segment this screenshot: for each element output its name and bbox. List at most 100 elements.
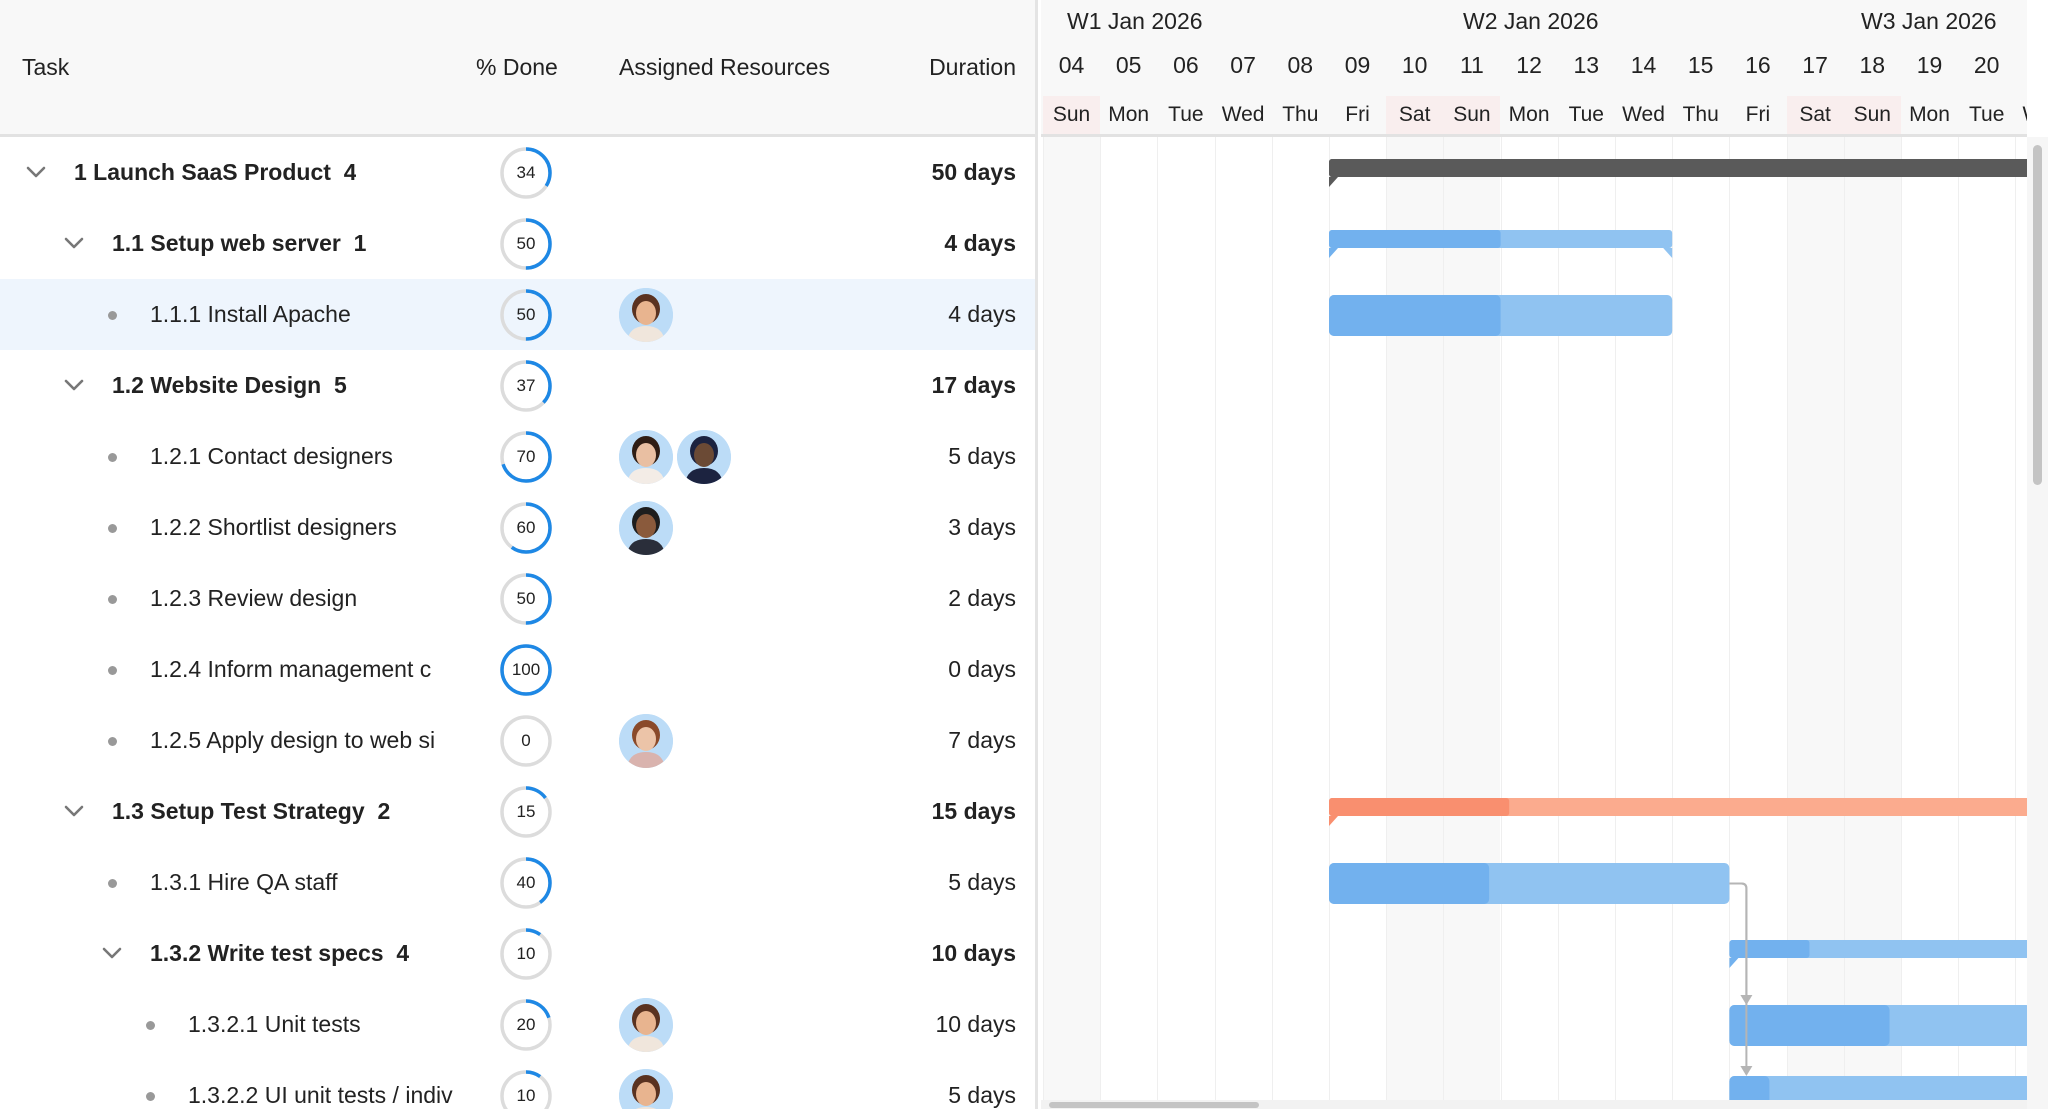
task-name[interactable]: 1.3.2.1 Unit tests [188, 989, 361, 1060]
avatar[interactable] [619, 501, 673, 555]
chevron-down-icon[interactable] [23, 159, 49, 185]
task-name[interactable]: 1.3.1 Hire QA staff [150, 847, 338, 918]
task-row[interactable]: 1.3.2.1 Unit tests 20 10 days [0, 989, 1035, 1060]
percent-done-ring [500, 360, 552, 412]
task-name[interactable]: 1.3.2.2 UI unit tests / indiv [188, 1060, 453, 1109]
day-number: 09 [1344, 52, 1371, 78]
day-name: Wed [1622, 103, 1665, 126]
vertical-scrollbar[interactable] [2027, 137, 2048, 1109]
avatar[interactable] [619, 430, 673, 484]
bullet-icon [146, 1092, 155, 1101]
percent-done-ring [500, 786, 552, 838]
column-header-resources[interactable]: Assigned Resources [619, 54, 830, 80]
duration-value: 17 days [931, 372, 1016, 398]
percent-done-ring [500, 431, 552, 483]
day-name: Sat [1386, 96, 1444, 134]
column-header-percent-done[interactable]: % Done [476, 54, 558, 80]
avatar[interactable] [619, 1069, 673, 1109]
day-number: 18 [1859, 52, 1886, 78]
avatar[interactable] [677, 430, 731, 484]
task-row[interactable]: 1.2.5 Apply design to web si 0 7 days [0, 705, 1035, 776]
day-name: Sun [1843, 96, 1901, 134]
avatar[interactable] [619, 288, 673, 342]
task-name[interactable]: 1.2.4 Inform management c [150, 634, 431, 705]
task-row[interactable]: 1.3 Setup Test Strategy 2 15 15 days [0, 776, 1035, 847]
task-name[interactable]: 1.2.3 Review design [150, 563, 357, 634]
day-number: 19 [1916, 52, 1943, 78]
task-row[interactable]: 1.3.2.2 UI unit tests / indiv 10 5 days [0, 1060, 1035, 1109]
avatar[interactable] [619, 714, 673, 768]
percent-done-ring [500, 999, 552, 1051]
summary-start-marker [1329, 816, 1338, 826]
percent-done-ring [500, 289, 552, 341]
children-count: 5 [333, 372, 347, 398]
task-row[interactable]: 1.2.3 Review design 50 2 days [0, 563, 1035, 634]
task-row[interactable]: 1.3.2 Write test specs 4 10 10 days [0, 918, 1035, 989]
grid-header: Task % Done Assigned Resources Duration [0, 0, 1035, 137]
day-column [1615, 137, 1672, 1100]
day-name: Tue [1568, 103, 1604, 126]
column-header-task[interactable]: Task [22, 54, 70, 80]
day-number: 07 [1230, 52, 1256, 78]
chevron-down-icon[interactable] [61, 798, 87, 824]
task-row[interactable]: 1.2 Website Design 5 37 17 days [0, 350, 1035, 421]
percent-done-value: 10 [516, 1086, 536, 1105]
day-number: 13 [1573, 52, 1600, 78]
day-name: Tue [1968, 103, 2005, 126]
task-name[interactable]: 1.2.5 Apply design to web si [150, 705, 435, 776]
horizontal-scrollbar[interactable] [1041, 1100, 2027, 1109]
task-name[interactable]: 1.3.2 Write test specs 4 [150, 918, 409, 989]
avatar[interactable] [619, 998, 673, 1052]
column-header-duration[interactable]: Duration [929, 54, 1016, 80]
day-name: Sun [1043, 96, 1100, 134]
task-name[interactable]: 1.3 Setup Test Strategy 2 [112, 776, 390, 847]
task-bar[interactable] [1729, 1076, 2027, 1100]
task-name[interactable]: 1 Launch SaaS Product 4 [74, 137, 356, 208]
task-row[interactable]: 1.1.1 Install Apache 50 4 days [0, 279, 1035, 350]
day-column [1729, 137, 1786, 1100]
day-column [1500, 137, 1558, 1100]
week-label: W3 Jan 2026 [1861, 8, 1997, 34]
task-name[interactable]: 1.1.1 Install Apache [150, 279, 351, 350]
task-name[interactable]: 1.2 Website Design 5 [112, 350, 347, 421]
horizontal-scrollbar-thumb[interactable] [1049, 1102, 1259, 1108]
day-column [1672, 137, 1729, 1100]
task-name-text: 1.2.4 Inform management c [150, 656, 432, 682]
chevron-down-icon[interactable] [99, 940, 125, 966]
day-column [1843, 137, 1901, 1100]
day-column [1901, 137, 1958, 1100]
day-name: Thu [1282, 103, 1319, 126]
summary-end-marker [1663, 248, 1673, 258]
day-column [1043, 137, 1100, 1100]
percent-done-ring [500, 147, 552, 199]
gantt-bars [1329, 159, 2027, 1100]
task-row[interactable]: 1.2.2 Shortlist designers 60 3 days [0, 492, 1035, 563]
task-name-text: 1.3.2.1 Unit tests [188, 1011, 361, 1037]
day-column [1271, 137, 1329, 1100]
day-number: 12 [1516, 52, 1542, 78]
day-number: 15 [1687, 52, 1714, 78]
task-row[interactable]: 1.2.1 Contact designers 70 5 days [0, 421, 1035, 492]
progress-fill [1729, 1005, 1890, 1046]
task-name[interactable]: 1.1 Setup web server 1 [112, 208, 366, 279]
vertical-scrollbar-thumb[interactable] [2033, 145, 2042, 485]
percent-done-value: 0 [521, 731, 531, 750]
bullet-icon [108, 311, 117, 320]
day-column [1557, 137, 1615, 1100]
task-row[interactable]: 1.1 Setup web server 1 50 4 days [0, 208, 1035, 279]
task-row[interactable]: 1.3.1 Hire QA staff 40 5 days [0, 847, 1035, 918]
progress-fill [1329, 863, 1490, 904]
percent-done-ring [500, 928, 552, 980]
percent-done-ring [500, 1070, 552, 1109]
task-name[interactable]: 1.2.1 Contact designers [150, 421, 393, 492]
task-row[interactable]: 1.2.4 Inform management c 100 0 days [0, 634, 1035, 705]
day-column [1329, 137, 1386, 1100]
chevron-down-icon[interactable] [61, 372, 87, 398]
gantt-chart: W1 Jan 2026 W2 Jan 2026 W3 Jan 2026 04 Sun 05… [1041, 0, 2048, 1109]
chevron-down-icon[interactable] [61, 230, 87, 256]
duration-value: 4 days [948, 301, 1016, 327]
percent-done-value: 40 [516, 873, 536, 892]
task-name[interactable]: 1.2.2 Shortlist designers [150, 492, 397, 563]
task-row[interactable]: 1 Launch SaaS Product 4 34 50 days [0, 137, 1035, 208]
bullet-icon [108, 595, 117, 604]
